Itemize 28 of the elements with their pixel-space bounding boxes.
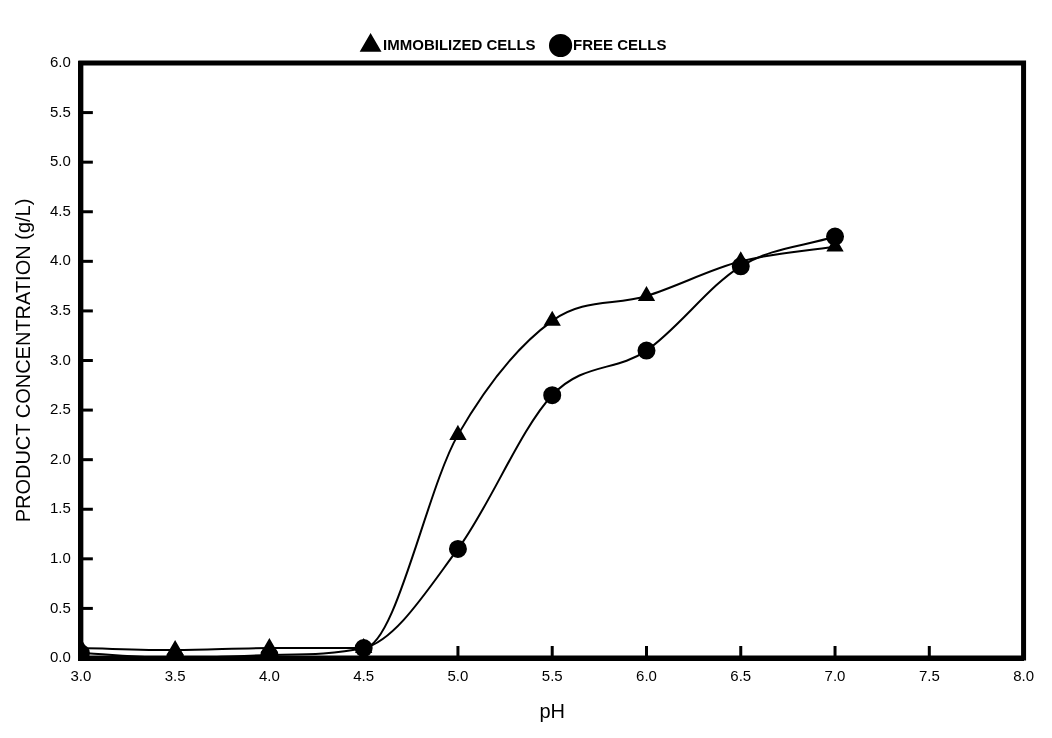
x-tick-label: 5.5 (541, 667, 563, 685)
y-tick-label: 1.0 (49, 548, 71, 566)
y-tick-label: 0.5 (49, 598, 71, 616)
y-tick-label: 3.0 (49, 350, 71, 368)
y-tick-label: 4.0 (49, 251, 71, 269)
x-tick-label: 4.0 (258, 667, 280, 685)
x-axis-title: pH (539, 699, 565, 722)
x-tick-label: 6.5 (730, 667, 752, 685)
x-tick-label: 7.0 (824, 667, 846, 685)
y-tick-label: 2.5 (49, 400, 71, 418)
x-tick-label: 3.0 (70, 667, 92, 685)
y-tick-label: 1.5 (49, 499, 71, 517)
x-tick-label: 3.5 (164, 667, 186, 685)
y-tick-label: 2.0 (49, 449, 71, 467)
x-tick-label: 6.0 (636, 667, 657, 685)
legend-label: IMMOBILIZED CELLS (383, 35, 536, 53)
x-tick-label: 7.5 (918, 667, 940, 685)
y-tick-label: 5.0 (49, 152, 71, 170)
y-tick-label: 5.5 (49, 102, 71, 120)
legend-label: FREE CELLS (573, 35, 667, 53)
y-tick-label: 0.0 (49, 648, 71, 666)
y-tick-label: 4.5 (49, 201, 71, 219)
y-tick-label: 6.0 (49, 53, 71, 71)
x-tick-label: 4.5 (353, 667, 375, 685)
x-tick-label: 5.0 (447, 667, 469, 685)
x-tick-label: 8.0 (1013, 667, 1034, 685)
y-axis-title: PRODUCT CONCENTRATION (g/L) (11, 198, 34, 523)
y-tick-label: 3.5 (49, 301, 71, 319)
